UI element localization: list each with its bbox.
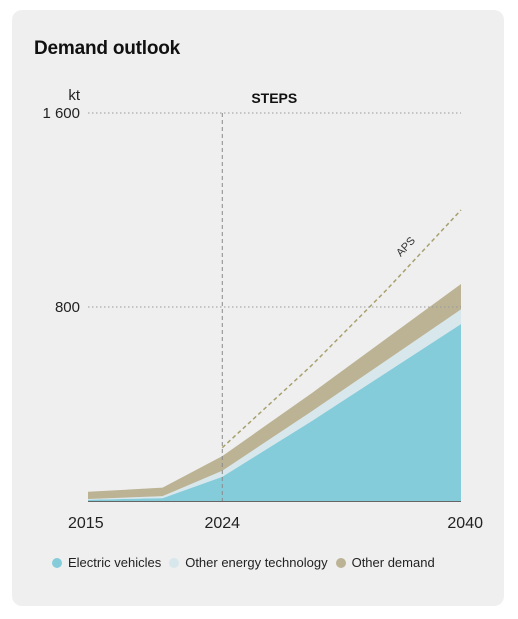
legend-item-electric-vehicles: Electric vehicles [52, 555, 161, 570]
area-electric-vehicles [88, 323, 461, 501]
legend-swatch-other-demand [335, 557, 346, 568]
legend-swatch-electric-vehicles [52, 557, 62, 568]
y-tick-label-800: 800 [55, 299, 80, 316]
chart-legend: Electric vehicles Other energy technology… [52, 555, 443, 570]
legend-swatch-other-energy-technology [169, 557, 180, 568]
chart-title: Demand outlook [34, 38, 181, 59]
x-tick-label-2024: 2024 [204, 515, 240, 532]
overlay-line-aps [221, 209, 462, 449]
y-tick-label-1600: 1 600 [42, 105, 80, 122]
overlay-label-aps: APS [394, 235, 418, 259]
x-tick-label-2015: 2015 [68, 515, 104, 532]
legend-item-other-demand: Other demand [335, 555, 435, 570]
y-axis-unit-label: kt [68, 87, 81, 104]
scenario-label: STEPS [251, 90, 297, 106]
legend-label-other-demand: Other demand [351, 555, 435, 570]
x-tick-label-2040: 2040 [447, 515, 483, 532]
chart-card [12, 10, 504, 606]
legend-item-other-energy-technology: Other energy technology [169, 555, 328, 570]
legend-label-other-energy-technology: Other energy technology [185, 555, 328, 570]
legend-label-electric-vehicles: Electric vehicles [68, 555, 162, 570]
